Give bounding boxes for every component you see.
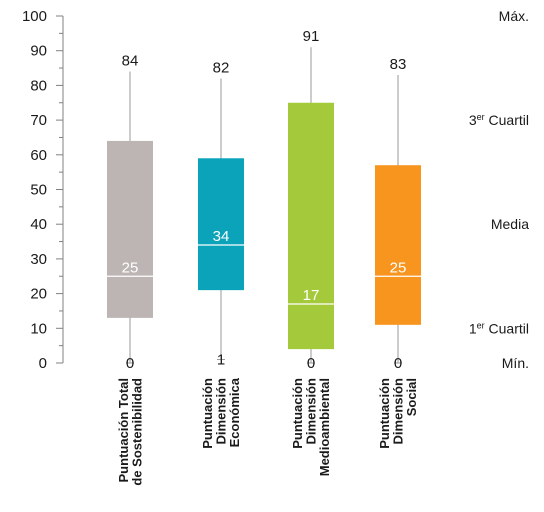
box [107,140,153,318]
min-label: 1 [217,352,225,369]
category-label-line: Puntuación Total [116,378,131,482]
min-label: 0 [307,355,315,372]
box-group: 17 91 0 [288,28,334,372]
median-label: 34 [213,228,230,245]
category-label-line: Puntuación [377,378,392,449]
y-axis: 0 10 20 30 40 50 60 70 80 90 100 [22,8,64,372]
median-label: 17 [303,287,320,304]
y-tick-label: 80 [30,77,47,94]
y-tick-label: 60 [30,147,47,164]
min-label: 0 [126,355,134,372]
category-label-line: Medioambiental [317,378,332,476]
category-label-line: Social [404,378,419,416]
min-label: 0 [394,355,402,372]
max-label: 82 [213,59,230,76]
box [198,158,244,291]
y-tick-label: 0 [39,355,47,372]
max-label: 91 [303,28,320,45]
quartile-legend: Máx. 3er Cuartil Media 1er Cuartil Mín. [469,8,529,371]
category-label-line: Dimensión [214,378,229,445]
max-label: 84 [122,53,139,70]
y-tick-label: 10 [30,320,47,337]
box [288,102,334,350]
category-label-line: Dimensión [304,378,319,445]
y-tick-label: 100 [22,8,47,25]
box-group: 25 83 0 [375,56,421,372]
y-tick-label: 90 [30,43,47,60]
box-group: 34 82 1 [198,59,244,369]
median-label: 25 [122,259,139,276]
legend-label: Mín. [502,355,529,371]
y-tick-label: 30 [30,251,47,268]
legend-label: Media [491,216,529,232]
category-label-line: Puntuación [290,378,305,449]
y-tick-label: 50 [30,182,47,199]
category-label-line: de Sostenibilidad [129,378,144,486]
y-tick-label: 70 [30,112,47,129]
category-label-line: Puntuación [200,378,215,449]
category-label-line: Económica [227,377,242,447]
legend-label: Máx. [499,8,529,24]
median-label: 25 [390,259,407,276]
max-label: 83 [390,56,407,73]
y-tick-label: 40 [30,216,47,233]
category-label-line: Dimensión [391,378,406,445]
y-tick-label: 20 [30,286,47,303]
box [375,165,421,325]
box-group: 25 84 0 [107,53,153,372]
legend-label: 3er Cuartil [469,112,529,128]
legend-label: 1er Cuartil [469,320,529,336]
boxes: 25 84 0 34 82 1 17 91 0 25 83 0 [107,28,421,372]
